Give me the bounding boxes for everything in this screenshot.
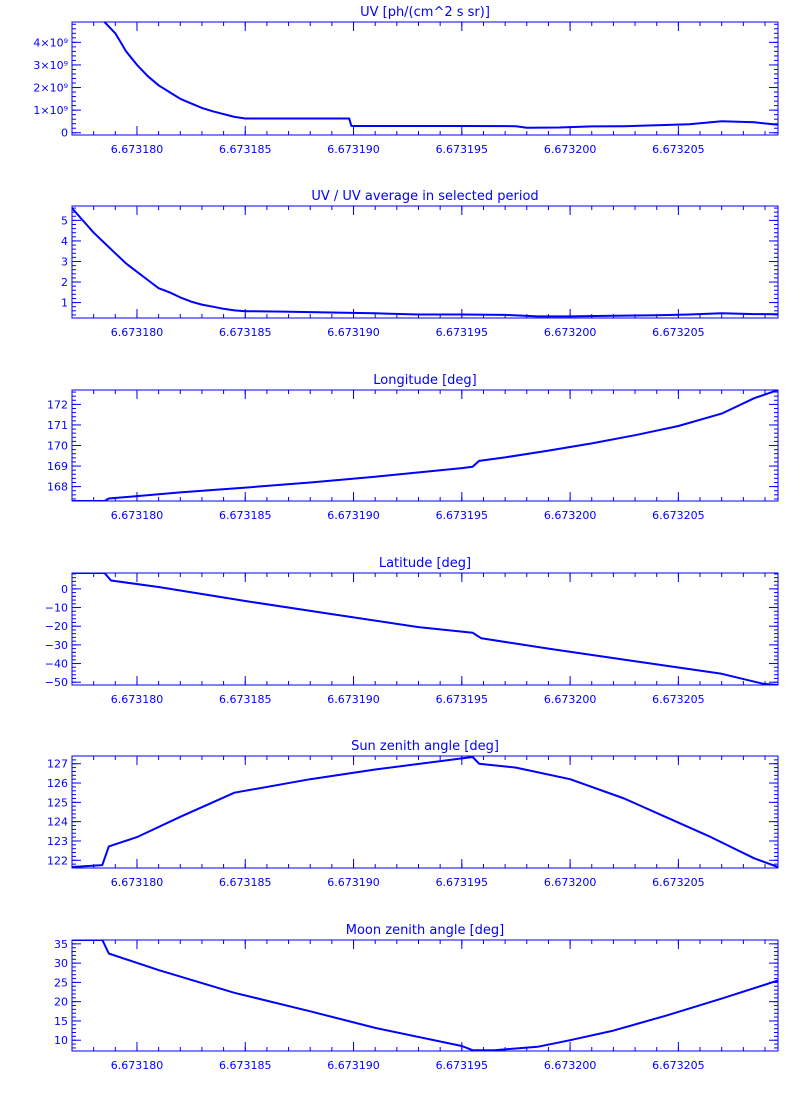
y-tick-label: 127	[47, 758, 68, 771]
x-tick-label: 6.673200	[544, 509, 597, 522]
x-tick-label: 6.673205	[652, 326, 705, 339]
y-tick-label: 30	[54, 957, 68, 970]
y-tick-label: 20	[54, 996, 68, 1009]
series-line-1	[103, 22, 778, 129]
x-tick-label: 6.673205	[652, 143, 705, 156]
y-tick-label: 15	[54, 1015, 68, 1028]
x-tick-label: 6.673180	[111, 876, 164, 889]
chart-panel-2: UV / UV average in selected period 6.6731…	[61, 189, 779, 339]
x-tick-label: 6.673190	[327, 1059, 380, 1072]
x-tick-label: 6.673185	[219, 693, 272, 706]
x-tick-label: 6.673180	[111, 693, 164, 706]
y-tick-label: 172	[47, 398, 68, 411]
y-tick-label: 1×10⁹	[33, 104, 68, 117]
x-tick-label: 6.673205	[652, 693, 705, 706]
chart-title: Latitude [deg]	[379, 556, 471, 571]
chart-title: Longitude [deg]	[373, 373, 476, 388]
y-tick-label: 125	[47, 796, 68, 809]
x-tick-label: 6.673180	[111, 509, 164, 522]
y-tick-label: 2	[61, 276, 68, 289]
series-line-1	[72, 756, 778, 868]
x-tick-label: 6.673180	[111, 1059, 164, 1072]
chart-title: Sun zenith angle [deg]	[351, 739, 499, 754]
y-tick-label: 3×10⁹	[33, 59, 68, 72]
y-tick-label: −20	[45, 620, 68, 633]
x-tick-label: 6.673185	[219, 326, 272, 339]
y-tick-label: 122	[47, 854, 68, 867]
y-tick-label: 25	[54, 976, 68, 989]
x-tick-label: 6.673180	[111, 326, 164, 339]
x-tick-label: 6.673185	[219, 509, 272, 522]
y-tick-label: −50	[45, 676, 68, 689]
y-tick-label: 4	[61, 235, 68, 248]
x-tick-label: 6.673205	[652, 1059, 705, 1072]
y-tick-label: 3	[61, 255, 68, 268]
chart-title: Moon zenith angle [deg]	[346, 923, 504, 938]
x-tick-label: 6.673200	[544, 693, 597, 706]
y-tick-label: 126	[47, 777, 68, 790]
y-tick-label: −10	[45, 602, 68, 615]
x-tick-label: 6.673205	[652, 509, 705, 522]
y-tick-label: 5	[61, 214, 68, 227]
x-tick-label: 6.673190	[327, 326, 380, 339]
x-tick-label: 6.673195	[436, 1059, 489, 1072]
series-line-1	[72, 940, 778, 1051]
chart-panel-3: Longitude [deg] 6.673180 6.673185 6.673190 6…	[47, 373, 779, 522]
plot-frame	[71, 939, 779, 1052]
x-tick-label: 6.673190	[327, 693, 380, 706]
y-tick-label: 124	[47, 816, 68, 829]
x-tick-label: 6.673200	[544, 326, 597, 339]
series-line-1	[72, 207, 778, 318]
y-tick-label: 1	[61, 297, 68, 310]
chart-panel-5: Sun zenith angle [deg] 6.673180 6.673185 6.…	[47, 739, 779, 889]
chart-title: UV [ph/(cm^2 s sr)]	[360, 5, 490, 20]
y-tick-label: 171	[47, 419, 68, 432]
plot-frame	[71, 389, 779, 502]
chart-panel-1: UV [ph/(cm^2 s sr)] 6.673180 6.673185 6.673…	[33, 5, 779, 156]
chart-panel-6: Moon zenith angle [deg] 6.673180 6.673185 6…	[54, 923, 779, 1072]
chart-title: UV / UV average in selected period	[311, 189, 538, 204]
series-line-1	[72, 573, 778, 685]
plot-frame	[71, 755, 779, 869]
y-tick-label: −40	[45, 658, 68, 671]
x-tick-label: 6.673180	[111, 143, 164, 156]
x-tick-label: 6.673185	[219, 876, 272, 889]
series-line-1	[72, 390, 778, 501]
plot-frame	[71, 205, 779, 319]
y-tick-label: 123	[47, 835, 68, 848]
y-tick-label: 169	[47, 460, 68, 473]
x-tick-label: 6.673200	[544, 143, 597, 156]
y-tick-label: 0	[61, 127, 68, 140]
y-tick-label: 2×10⁹	[33, 82, 68, 95]
x-tick-label: 6.673195	[436, 693, 489, 706]
y-tick-label: 170	[47, 440, 68, 453]
x-tick-label: 6.673185	[219, 1059, 272, 1072]
y-tick-label: 0	[61, 583, 68, 596]
x-tick-label: 6.673195	[436, 326, 489, 339]
x-tick-label: 6.673195	[436, 509, 489, 522]
x-tick-label: 6.673200	[544, 876, 597, 889]
y-tick-label: −30	[45, 639, 68, 652]
chart-panel-4: Latitude [deg] 6.673180 6.673185 6.673190 6.…	[45, 556, 779, 706]
x-tick-label: 6.673185	[219, 143, 272, 156]
y-tick-label: 35	[54, 938, 68, 951]
x-tick-label: 6.673195	[436, 143, 489, 156]
plot-frame	[71, 572, 779, 686]
x-tick-label: 6.673190	[327, 143, 380, 156]
plot-frame	[71, 21, 779, 136]
x-tick-label: 6.673200	[544, 1059, 597, 1072]
y-tick-label: 168	[47, 481, 68, 494]
x-tick-label: 6.673190	[327, 876, 380, 889]
x-tick-label: 6.673205	[652, 876, 705, 889]
x-tick-label: 6.673190	[327, 509, 380, 522]
y-tick-label: 4×10⁹	[33, 36, 68, 49]
y-tick-label: 10	[54, 1034, 68, 1047]
x-tick-label: 6.673195	[436, 876, 489, 889]
